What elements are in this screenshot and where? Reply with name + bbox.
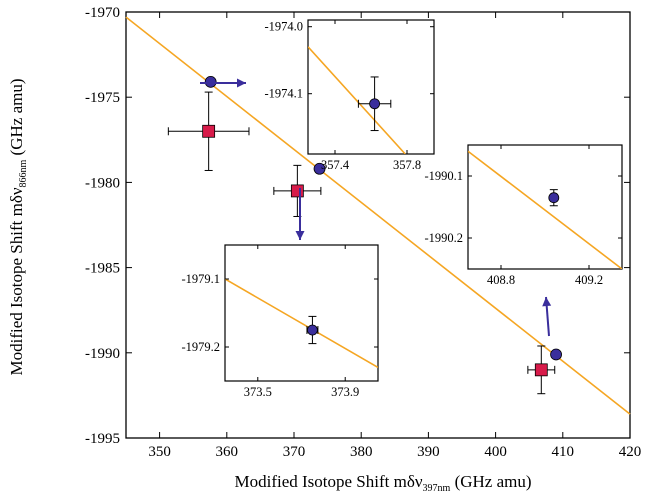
inset-2: 373.5 373.9 -1979.1 -1979.2 [181, 244, 379, 399]
x-tick-label: 390 [417, 444, 440, 460]
x-tick-label: 380 [350, 444, 373, 460]
inset-y-tick-label: -1979.1 [181, 272, 220, 286]
inset-x-tick-label: 409.2 [575, 273, 603, 287]
inset-x-tick-label: 373.9 [331, 385, 359, 399]
inset-x-tick-label: 357.4 [321, 158, 350, 172]
x-tick-label: 400 [484, 444, 507, 460]
inset-x-tick-label: 373.5 [244, 385, 272, 399]
arrow-head [295, 231, 305, 240]
inset-frame [467, 144, 623, 270]
inset-x-tick-label: 408.8 [487, 273, 515, 287]
circle-point [204, 75, 217, 88]
inset-3: 408.8 409.2 -1990.1 -1990.2 [424, 144, 623, 287]
x-tick-label: 360 [216, 444, 239, 460]
circle-point [313, 162, 326, 175]
inset-frame [224, 244, 379, 382]
y-tick-label: -1995 [85, 431, 120, 447]
inset-y-tick-label: -1990.2 [424, 231, 463, 245]
arrows [200, 78, 552, 337]
inset-1: 357.4 357.8 -1974.0 -1974.1 [264, 19, 435, 172]
square-point [290, 184, 304, 198]
insets: 357.4 357.8 -1974.0 -1974.1 373.5 373.9 -1979.… [181, 19, 623, 399]
circle-point [550, 348, 562, 361]
inset-circle-point [548, 192, 560, 204]
pointer-arrow [200, 78, 246, 88]
y-tick-label: -1990 [85, 346, 120, 362]
x-tick-label: 370 [283, 444, 306, 460]
arrow-head [542, 297, 552, 307]
y-tick-label: -1980 [85, 175, 120, 191]
inset-y-tick-label: -1979.2 [181, 340, 220, 354]
square-point [534, 363, 548, 377]
x-axis-title: Modified Isotope Shift mδν397nm (GHz amu… [234, 472, 531, 494]
inset-circle-point [369, 98, 381, 110]
y-axis-title: Modified Isotope Shift mδν866nm (GHz amu… [7, 78, 29, 375]
square-point [202, 124, 216, 138]
arrow-head [237, 78, 246, 88]
y-tick-label: -1975 [85, 90, 120, 106]
pointer-arrow [542, 296, 552, 337]
plot-frame [125, 11, 631, 439]
inset-fit-line [225, 278, 378, 369]
y-tick-label: -1970 [85, 5, 120, 21]
x-tick-label: 410 [552, 444, 575, 460]
inset-fit-line [468, 150, 622, 269]
inset-x-tick-label: 357.8 [393, 158, 421, 172]
inset-circle-point [307, 324, 318, 336]
x-tick-label: 420 [619, 444, 642, 460]
pointer-arrow [295, 188, 305, 240]
y-tick-label: -1985 [85, 261, 120, 277]
inset-y-tick-label: -1974.0 [264, 20, 303, 34]
inset-y-tick-label: -1974.1 [264, 87, 303, 101]
main-plot-area: 350 360 370 380 390 400 410 420 -1970 -1975 -1980 -… [85, 5, 641, 460]
inset-y-tick-label: -1990.1 [424, 169, 463, 183]
inset-frame [307, 19, 435, 155]
x-tick-label: 350 [148, 444, 171, 460]
inset-fit-line [308, 46, 406, 154]
